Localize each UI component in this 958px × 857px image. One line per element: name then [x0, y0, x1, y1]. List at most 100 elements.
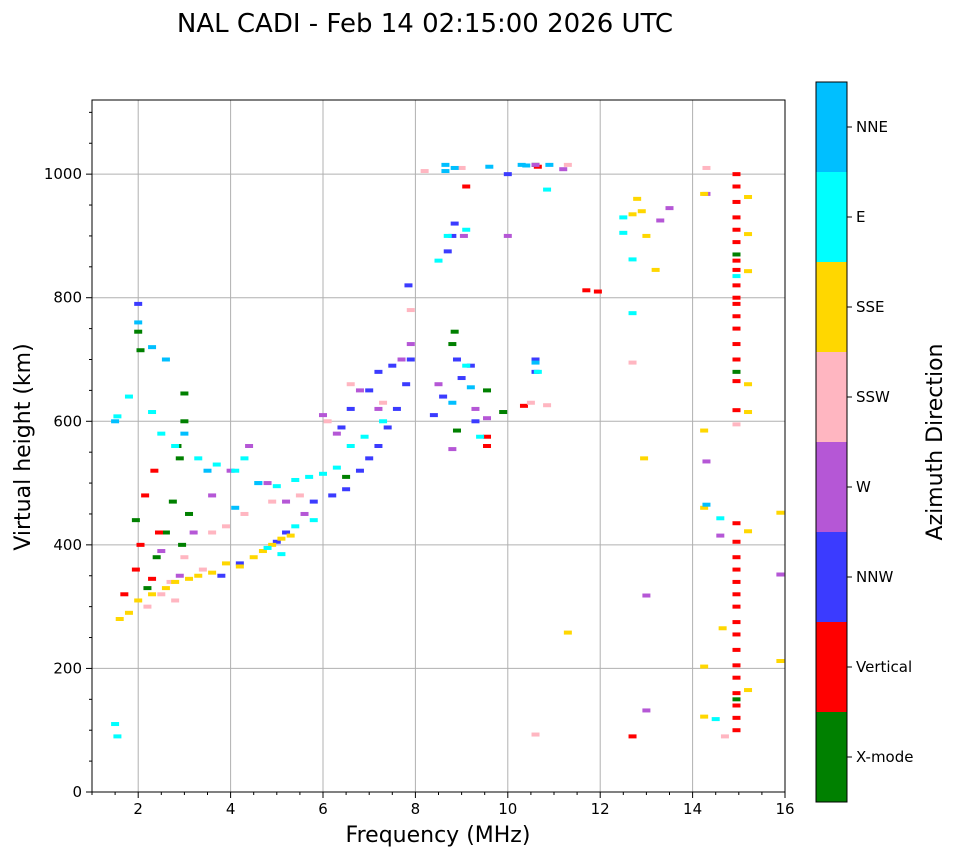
data-point-sse — [700, 664, 709, 669]
data-point-ssw — [268, 499, 277, 504]
data-point-w — [434, 382, 443, 387]
data-point-w — [397, 357, 406, 362]
data-point-sse — [633, 196, 642, 201]
data-point-e — [231, 468, 240, 473]
data-point-x-mode — [175, 456, 184, 461]
data-point-e — [628, 257, 637, 262]
data-point-ssw — [180, 555, 189, 560]
data-point-x-mode — [143, 586, 152, 591]
data-point-x-mode — [131, 518, 140, 523]
data-point-sse — [221, 561, 230, 566]
data-point-nnw — [448, 233, 457, 238]
data-point-nne — [702, 502, 711, 507]
data-point-nnw — [457, 376, 466, 381]
data-point-w — [226, 468, 235, 473]
data-point-x-mode — [732, 252, 741, 257]
data-point-nne — [134, 320, 143, 325]
data-point-ssw — [628, 360, 637, 365]
data-point-nnw — [443, 249, 452, 254]
data-point-vertical — [732, 728, 741, 733]
data-point-nnw — [374, 369, 383, 374]
data-point-w — [282, 499, 291, 504]
data-point-nne — [441, 169, 450, 174]
data-point-w — [702, 459, 711, 464]
data-point-vertical — [732, 703, 741, 708]
data-point-nne — [148, 345, 157, 350]
data-point-vertical — [732, 184, 741, 189]
data-point-ssw — [457, 165, 466, 170]
data-point-vertical — [732, 567, 741, 572]
data-point-ssw — [166, 579, 175, 584]
data-point-ssw — [563, 162, 572, 167]
data-point-vertical — [732, 357, 741, 362]
data-point-nne — [545, 162, 554, 167]
data-point-e — [619, 215, 628, 220]
data-point-sse — [258, 549, 267, 554]
data-point-vertical — [131, 567, 140, 572]
data-point-ssw — [720, 734, 729, 739]
data-point-vertical — [732, 675, 741, 680]
data-point-ssw — [379, 400, 388, 405]
data-point-nnw — [365, 456, 374, 461]
data-point-ssw — [702, 165, 711, 170]
colorbar-segment-x-mode — [816, 712, 847, 802]
data-point-e — [272, 484, 281, 489]
colorbar-label: W — [856, 478, 871, 496]
colorbar-segment-vertical — [816, 622, 847, 712]
data-point-ssw — [295, 493, 304, 498]
data-point-sse — [744, 529, 753, 534]
colorbar-label: E — [856, 208, 865, 226]
data-point-nnw — [388, 363, 397, 368]
x-tick-label: 6 — [318, 800, 328, 818]
data-point-vertical — [483, 434, 492, 439]
data-point-nnw — [429, 413, 438, 418]
data-point-nne — [254, 481, 263, 486]
data-point-nnw — [272, 539, 281, 544]
data-point-e — [619, 230, 628, 235]
y-tick-label: 400 — [53, 536, 82, 554]
data-point-sse — [700, 714, 709, 719]
data-point-sse — [718, 626, 727, 631]
data-point-nnw — [346, 406, 355, 411]
y-tick-label: 200 — [53, 659, 82, 677]
data-point-e — [443, 233, 452, 238]
data-point-w — [157, 549, 166, 554]
data-point-w — [332, 431, 341, 436]
grid — [92, 100, 785, 792]
data-point-ssw — [240, 511, 249, 516]
data-point-vertical — [732, 267, 741, 272]
data-point-e — [711, 717, 720, 722]
x-tick-label: 4 — [226, 800, 236, 818]
data-point-e — [319, 471, 327, 476]
data-point-sse — [700, 505, 709, 510]
data-point-w — [374, 406, 383, 411]
data-point-e — [111, 722, 120, 727]
y-axis-label: Virtual height (km) — [11, 343, 36, 550]
data-point-ssw — [208, 530, 217, 535]
colorbar-label: SSW — [856, 388, 890, 406]
data-point-e — [113, 734, 122, 739]
data-point-nne — [522, 163, 531, 168]
data-point-x-mode — [732, 369, 741, 374]
data-point-nnw — [404, 283, 413, 288]
data-point-vertical — [732, 258, 741, 263]
colorbar-segment-nne — [816, 82, 847, 172]
data-point-x-mode — [342, 474, 351, 479]
data-point-sse — [286, 533, 295, 538]
data-point-sse — [563, 630, 572, 635]
data-point-w — [355, 388, 364, 393]
data-point-e — [240, 456, 249, 461]
data-point-w — [245, 444, 254, 448]
data-point-sse — [148, 592, 157, 597]
data-point-nnw — [282, 530, 291, 535]
x-tick-label: 12 — [591, 800, 610, 818]
x-tick-label: 10 — [498, 800, 517, 818]
data-point-sse — [776, 659, 785, 664]
data-point-ssw — [157, 592, 166, 597]
data-point-vertical — [732, 172, 741, 177]
data-point-vertical — [732, 301, 741, 306]
data-point-sse — [637, 209, 646, 214]
data-point-e — [716, 516, 725, 521]
data-point-vertical — [732, 283, 741, 288]
